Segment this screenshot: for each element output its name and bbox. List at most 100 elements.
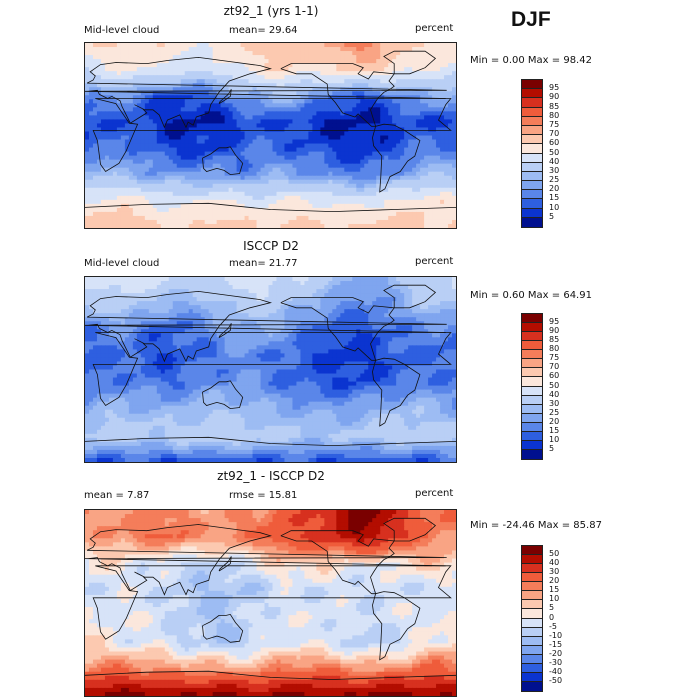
field-cell [296, 43, 302, 48]
field-cell [328, 91, 333, 96]
field-cell [220, 175, 226, 181]
field-cell [436, 131, 441, 137]
field-cell [144, 219, 150, 225]
field-cell [172, 47, 178, 52]
field-cell [196, 47, 202, 52]
field-cell [224, 79, 230, 84]
field-cell [256, 277, 262, 282]
field-cell [336, 123, 341, 129]
field-cell [376, 79, 381, 84]
field-cell [292, 183, 298, 189]
field-cell [152, 171, 158, 177]
field-cell [180, 183, 186, 189]
field-cell [120, 91, 126, 96]
field-cell [392, 167, 397, 173]
field-cell [424, 123, 429, 129]
field-cell [228, 175, 234, 181]
field-cell [112, 223, 118, 228]
field-cell [416, 43, 421, 48]
field-cell [164, 147, 170, 153]
field-cell [304, 151, 309, 157]
field-cell [100, 159, 106, 165]
field-cell [272, 151, 278, 157]
field-cell [372, 75, 377, 80]
field-cell [96, 43, 102, 48]
field-cell [172, 87, 178, 92]
field-cell [156, 75, 162, 80]
field-cell [324, 127, 329, 133]
field-cell [180, 289, 186, 294]
field-cell [168, 55, 174, 60]
field-cell [280, 71, 286, 76]
field-cell [392, 155, 397, 161]
field-cell [240, 191, 246, 197]
field-cell [100, 111, 106, 116]
field-cell [168, 103, 174, 108]
field-cell [136, 223, 142, 228]
field-cell [384, 103, 389, 108]
field-cell [164, 111, 170, 116]
field-cell [184, 151, 190, 157]
field-cell [368, 215, 373, 221]
field-cell [316, 111, 321, 116]
field-cell [276, 203, 282, 209]
field-cell [224, 289, 230, 294]
field-cell [252, 67, 258, 72]
field-cell [256, 91, 262, 96]
field-cell [160, 175, 166, 181]
field-cell [352, 207, 357, 213]
field-cell [188, 171, 194, 177]
field-cell [160, 71, 166, 76]
field-cell [92, 203, 98, 209]
field-cell [260, 75, 266, 80]
field-cell [124, 55, 130, 60]
field-cell [200, 139, 206, 145]
field-cell [144, 63, 150, 68]
field-cell [116, 191, 122, 197]
field-cell [140, 71, 146, 76]
field-cell [364, 183, 369, 189]
field-cell [360, 63, 365, 68]
field-cell [264, 147, 270, 153]
field-cell [160, 43, 166, 48]
field-cell [156, 297, 162, 302]
field-cell [432, 223, 437, 228]
field-cell [216, 281, 222, 286]
field-cell [332, 203, 337, 209]
field-cell [452, 47, 456, 52]
field-cell [232, 175, 238, 181]
field-cell [372, 67, 377, 72]
field-cell [216, 103, 222, 108]
field-cell [368, 139, 373, 145]
field-cell [356, 289, 361, 294]
field-cell [220, 127, 226, 133]
field-cell [376, 51, 381, 56]
field-cell [332, 163, 337, 169]
field-cell [436, 223, 441, 228]
field-cell [220, 203, 226, 209]
field-cell [388, 55, 393, 60]
field-cell [176, 167, 182, 173]
field-cell [228, 277, 234, 282]
field-cell [272, 43, 278, 48]
field-cell [188, 107, 194, 112]
field-cell [436, 95, 441, 100]
field-cell [264, 99, 270, 104]
field-cell [284, 293, 290, 298]
field-cell [176, 131, 182, 137]
field-cell [184, 79, 190, 84]
field-cell [168, 175, 174, 181]
field-cell [104, 223, 110, 228]
field-cell [140, 187, 146, 193]
field-cell [220, 195, 226, 201]
field-cell [360, 293, 365, 298]
field-cell [356, 103, 361, 108]
field-cell [300, 175, 306, 181]
field-cell [280, 119, 286, 125]
field-cell [132, 195, 138, 201]
field-cell [412, 297, 417, 302]
field-cell [168, 143, 174, 149]
field-cell [164, 51, 170, 56]
field-cell [444, 71, 449, 76]
field-cell [372, 219, 377, 225]
